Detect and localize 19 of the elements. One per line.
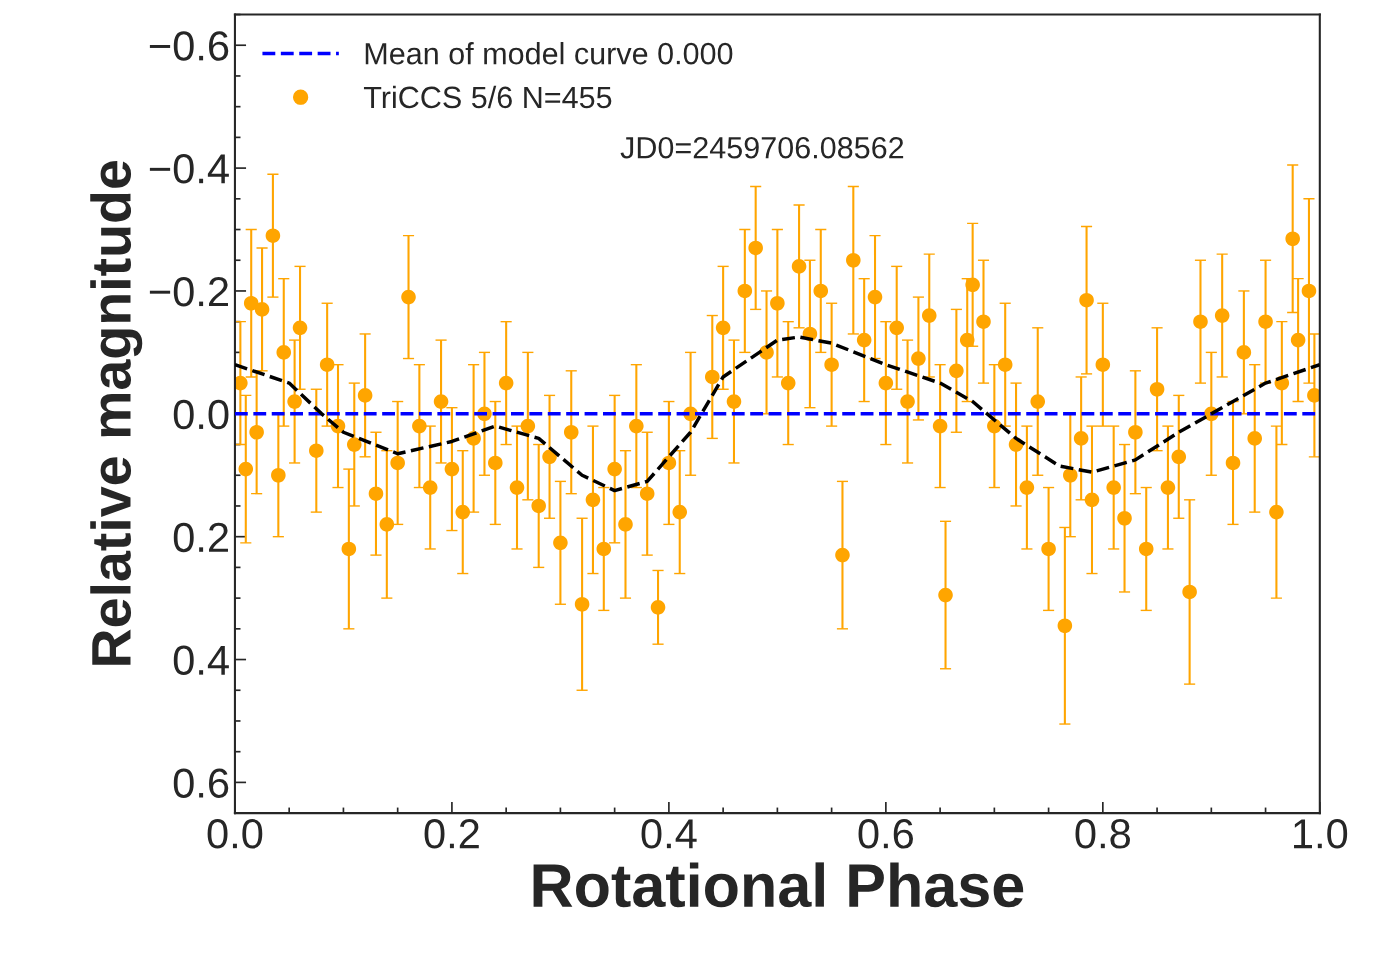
legend-label: TriCCS 5/6 N=455 [363,85,612,109]
x-tick-label: 0.2 [424,819,479,849]
x-tick-label: 1.0 [1294,819,1348,849]
x-tick-label: 0.0 [207,819,263,849]
y-tick-label: 0.6 [173,768,229,798]
y-tick-label: 0.0 [173,399,229,430]
legend-label: Mean of model curve 0.000 [365,42,733,65]
x-tick-label: 0.4 [641,819,697,849]
x-axis-title: Rotational Phase [533,862,1024,908]
y-tick-label: −0.4 [149,154,229,184]
annotation: JD0=2459706.08562 [620,136,904,159]
y-tick-label: 0.2 [173,522,228,553]
x-tick-label: 0.6 [858,819,913,849]
line-series [234,335,1320,493]
y-tick-label: −0.6 [149,31,229,61]
y-tick-label: 0.4 [173,645,229,676]
x-tick-label: 0.8 [1075,819,1130,849]
y-axis-title: Relative magnitude [90,161,143,665]
y-tick-label: −0.2 [149,276,228,307]
